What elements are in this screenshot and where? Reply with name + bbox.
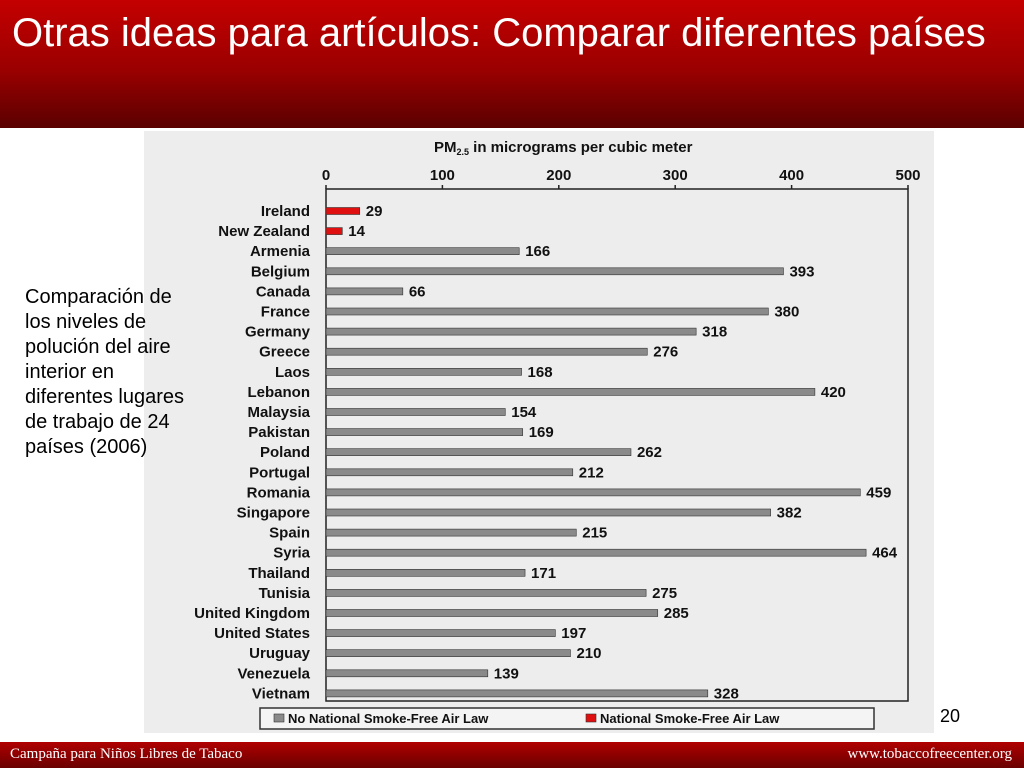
legend-swatch-law <box>585 713 597 723</box>
category-label: Greece <box>259 344 310 361</box>
x-tick-label: 200 <box>546 167 571 184</box>
bar-value-label: 171 <box>531 565 556 582</box>
bar-value-label: 210 <box>576 645 601 662</box>
category-label: Ireland <box>261 203 310 220</box>
bar-value-label: 169 <box>529 424 554 441</box>
bar-new-zealand <box>325 227 343 235</box>
footer-website: www.tobaccofreecenter.org <box>847 746 1012 762</box>
category-label: Syria <box>273 545 310 562</box>
legend-swatch-no_law <box>273 713 285 723</box>
bar-tunisia <box>325 589 647 597</box>
bar-canada <box>325 287 404 296</box>
bar-venezuela <box>325 669 489 678</box>
category-label: Armenia <box>250 243 311 260</box>
bar-pakistan <box>325 428 524 436</box>
bar-value-label: 212 <box>579 464 604 481</box>
bar-france <box>325 307 769 316</box>
legend-box <box>259 707 875 730</box>
footer-organization: Campaña para Niños Libres de Tabaco <box>10 746 243 762</box>
pm25-bar-chart: PM2.5 in micrograms per cubic meter 0 100 2… <box>194 139 921 730</box>
bar-value-label: 285 <box>664 605 689 622</box>
bar-value-label: 262 <box>637 444 662 461</box>
bar-value-label: 14 <box>348 223 365 240</box>
bar-thailand <box>325 568 526 577</box>
chart-panel: PM2.5 in micrograms per cubic meter 0 100 2… <box>144 131 934 733</box>
bar-value-label: 166 <box>525 243 550 260</box>
category-label: Singapore <box>237 505 310 522</box>
bar-value-label: 275 <box>652 585 677 602</box>
bar-value-label: 139 <box>494 665 519 682</box>
category-label: Uruguay <box>249 645 311 662</box>
bar-united-kingdom <box>325 609 659 617</box>
bar-belgium <box>325 267 784 276</box>
category-label: New Zealand <box>218 223 310 240</box>
category-label: Tunisia <box>259 585 311 602</box>
bar-poland <box>325 448 632 457</box>
bar-romania <box>325 488 861 497</box>
bar-greece <box>325 347 648 356</box>
category-label: Vietnam <box>252 685 310 702</box>
category-label: Poland <box>260 444 310 461</box>
category-label: Pakistan <box>248 424 310 441</box>
bar-germany <box>325 327 697 336</box>
category-label: Venezuela <box>237 665 310 682</box>
title-bar: Otras ideas para artículos: Comparar dif… <box>0 0 1024 128</box>
bar-portugal <box>325 468 574 477</box>
legend-label-law: National Smoke-Free Air Law <box>600 711 780 726</box>
category-label: France <box>261 304 310 321</box>
bar-value-label: 464 <box>872 545 898 562</box>
bar-value-label: 382 <box>777 505 802 522</box>
chart-description: Comparación de los niveles de polución d… <box>25 286 184 458</box>
category-label: Lebanon <box>248 384 311 401</box>
bar-laos <box>325 368 522 376</box>
x-tick-label: 100 <box>430 167 455 184</box>
bar-value-label: 66 <box>409 283 426 300</box>
plot-frame <box>325 188 909 702</box>
category-label: Canada <box>256 283 311 300</box>
bar-value-label: 197 <box>561 625 586 642</box>
bar-malaysia <box>325 408 506 416</box>
category-label: Laos <box>275 364 310 381</box>
bar-armenia <box>325 247 520 255</box>
category-label: Malaysia <box>247 404 310 421</box>
bar-vietnam <box>325 689 709 698</box>
slide-title: Otras ideas para artículos: Comparar dif… <box>12 11 986 55</box>
bar-singapore <box>325 508 771 517</box>
bar-value-label: 318 <box>702 324 727 341</box>
category-label: Portugal <box>249 464 310 481</box>
category-label: Thailand <box>248 565 310 582</box>
x-tick-label: 300 <box>663 167 688 184</box>
legend-label-no_law: No National Smoke-Free Air Law <box>288 711 489 726</box>
bar-uruguay <box>325 649 571 658</box>
x-tick-label: 400 <box>779 167 804 184</box>
category-label: Germany <box>245 324 311 341</box>
category-label: Spain <box>269 525 310 542</box>
bar-ireland <box>325 207 361 215</box>
x-tick-label: 0 <box>322 167 330 184</box>
category-label: United States <box>214 625 310 642</box>
bar-syria <box>325 548 867 557</box>
category-label: Belgium <box>251 263 310 280</box>
bar-value-label: 420 <box>821 384 846 401</box>
footer-bar: Campaña para Niños Libres de Tabaco www.… <box>0 742 1024 768</box>
category-label: Romania <box>247 484 311 501</box>
bar-value-label: 393 <box>789 263 814 280</box>
bar-lebanon <box>325 388 816 396</box>
bar-value-label: 215 <box>582 525 607 542</box>
category-label: United Kingdom <box>194 605 310 622</box>
bar-value-label: 29 <box>366 203 383 220</box>
bar-spain <box>325 528 577 537</box>
x-tick-label: 500 <box>895 167 920 184</box>
bar-value-label: 154 <box>511 404 537 421</box>
page-number: 20 <box>940 706 961 726</box>
x-axis-label: PM2.5 in micrograms per cubic meter <box>434 139 693 157</box>
bar-value-label: 276 <box>653 344 678 361</box>
bar-united-states <box>325 629 556 637</box>
bar-value-label: 328 <box>714 685 739 702</box>
bar-value-label: 168 <box>528 364 553 381</box>
bar-value-label: 380 <box>774 304 799 321</box>
bar-value-label: 459 <box>866 484 891 501</box>
